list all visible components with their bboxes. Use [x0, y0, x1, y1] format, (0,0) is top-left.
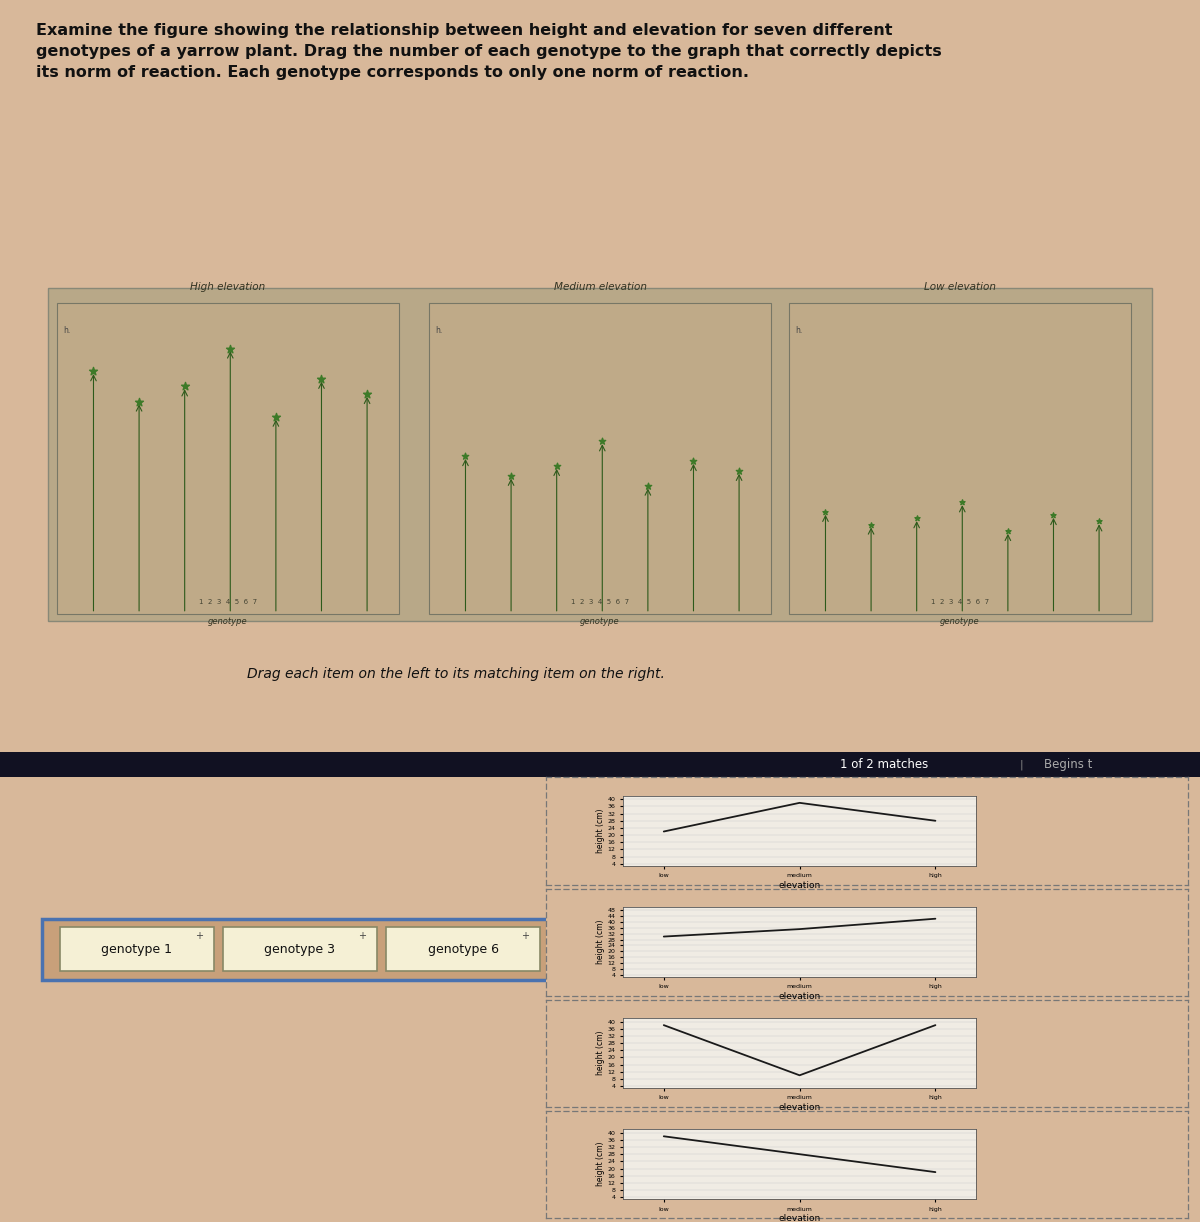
FancyBboxPatch shape — [386, 926, 540, 971]
Text: genotype 6: genotype 6 — [427, 942, 499, 956]
Text: h.: h. — [796, 326, 803, 335]
Bar — [0, 752, 1200, 777]
Text: genotype: genotype — [580, 617, 620, 627]
Text: h.: h. — [64, 326, 71, 335]
Text: Medium elevation: Medium elevation — [553, 282, 647, 292]
FancyBboxPatch shape — [42, 919, 570, 980]
Text: genotype 1: genotype 1 — [101, 942, 173, 956]
FancyBboxPatch shape — [223, 926, 377, 971]
X-axis label: elevation: elevation — [779, 881, 821, 890]
Text: 1  2  3  4  5  6  7: 1 2 3 4 5 6 7 — [931, 599, 989, 605]
Text: h.: h. — [436, 326, 443, 335]
Text: Drag each item on the left to its matching item on the right.: Drag each item on the left to its matchi… — [247, 667, 665, 681]
Text: Begins t: Begins t — [1044, 758, 1092, 771]
X-axis label: elevation: elevation — [779, 992, 821, 1001]
Text: Low elevation: Low elevation — [924, 282, 996, 292]
Text: Examine the figure showing the relationship between height and elevation for sev: Examine the figure showing the relations… — [36, 23, 942, 79]
Text: High elevation: High elevation — [191, 282, 265, 292]
Text: 1 of 2 matches: 1 of 2 matches — [840, 758, 929, 771]
Text: +: + — [358, 931, 366, 941]
Y-axis label: height (cm): height (cm) — [595, 1141, 605, 1187]
Text: genotype 3: genotype 3 — [264, 942, 336, 956]
Text: 1  2  3  4  5  6  7: 1 2 3 4 5 6 7 — [199, 599, 257, 605]
Text: |: | — [1020, 759, 1024, 770]
Y-axis label: height (cm): height (cm) — [595, 809, 605, 853]
Text: +: + — [194, 931, 203, 941]
Y-axis label: height (cm): height (cm) — [595, 919, 605, 964]
Text: 1  2  3  4  5  6  7: 1 2 3 4 5 6 7 — [571, 599, 629, 605]
X-axis label: elevation: elevation — [779, 1215, 821, 1222]
X-axis label: elevation: elevation — [779, 1103, 821, 1112]
FancyBboxPatch shape — [60, 926, 214, 971]
Text: genotype: genotype — [208, 617, 248, 627]
Y-axis label: height (cm): height (cm) — [595, 1030, 605, 1075]
Text: genotype: genotype — [940, 617, 980, 627]
Text: +: + — [521, 931, 529, 941]
